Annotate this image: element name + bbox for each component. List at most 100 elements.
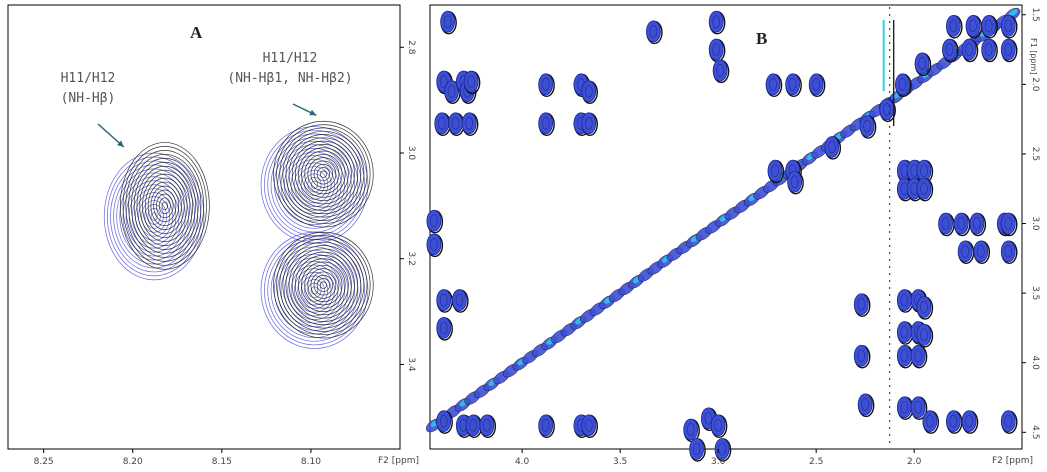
cross-peak [853,344,869,367]
cross-peak [916,296,932,318]
contour-peak-3-ring [319,170,327,178]
cross-peak-inner-ring [584,419,593,432]
cross-peak [910,344,926,367]
annotation-0-arrow-head [117,140,124,147]
cross-peak [942,38,957,61]
contour-peak-3-ring [279,127,368,221]
cross-peak [1000,410,1016,433]
cross-peak [961,410,977,433]
cross-peak [538,414,554,437]
cross-peak-inner-ring [812,78,820,91]
annotation-1-arrow-head [309,109,317,116]
cross-peak [646,20,661,43]
cross-peak-inner-ring [857,297,866,311]
cross-peak [857,393,873,416]
cross-peak [448,112,463,135]
cross-peak [910,396,926,419]
contour-peak-3-ring [304,153,343,195]
cross-peak-inner-ring [926,414,934,428]
cross-peak-inner-ring [920,164,928,177]
contour-peak-1-ring [150,185,180,227]
cross-peak-inner-ring [900,293,909,307]
cross-peak-inner-ring [447,84,456,98]
contour-peak-1-ring [144,177,185,234]
diagonal-highlight [1008,9,1018,17]
cross-peak [708,10,724,33]
contour-peak-1-ring [128,153,202,258]
annotation-0-line-1: (NH-Hβ) [61,91,116,106]
cross-peak [896,289,912,311]
y-tick-label: 2.8 [406,40,416,55]
cross-peak-inner-ring [861,398,869,411]
contour-peak-5-ring [276,235,371,336]
cross-peak-inner-ring [541,78,550,91]
cross-peak-inner-ring [828,140,836,154]
contour-peak-5-ring [319,281,327,289]
y-tick-label: 2.0 [1030,77,1040,92]
contour-peak-2-ring [294,162,335,207]
contour-peak-5-ring [282,241,365,329]
contour-peak-5-ring [307,268,340,303]
cross-peak-inner-ring [541,419,550,432]
cross-peak [765,73,781,96]
cross-peak [965,14,981,37]
contour-peak-5-ring [285,245,362,326]
cross-peak-inner-ring [900,325,909,339]
cross-peak [436,289,452,311]
y-tick-label: 3.4 [406,357,416,372]
contour-peak-0-ring [103,152,205,281]
x-tick-label: 8.15 [212,457,232,467]
cross-peak-inner-ring [541,117,550,130]
cross-peak-inner-ring [714,419,722,432]
cross-peak [824,136,840,158]
contour-peak-5-ring [279,238,368,332]
cross-peak-inner-ring [984,43,993,56]
cross-peak [712,59,728,82]
contour-peak-1-ring [122,146,207,266]
cross-peak-inner-ring [771,164,779,177]
cross-peak-inner-ring [969,19,977,33]
cross-peak [767,159,783,182]
cross-peak [879,98,895,121]
cross-peak-inner-ring [439,321,448,335]
cross-peak-inner-ring [920,328,928,342]
contour-peak-5-ring [294,255,352,316]
cross-peak [426,209,442,232]
x-tick-label: 2.0 [907,457,922,467]
cross-peak [895,73,910,96]
cross-peak-inner-ring [900,349,909,363]
contour-peak-4-ring [304,279,325,302]
cross-peak [981,38,997,61]
contour-peak-1-ring [131,157,199,254]
cross-peak-inner-ring [957,217,966,230]
contour-peak-2-ring [284,151,345,218]
cross-peak-inner-ring [945,43,954,56]
cross-peak-inner-ring [455,293,464,307]
panel-b-chart: 4.0 3.5 3.0 2.5 2.0 1.5 2.0 2.5 3.0 3.5 4.0 4.5 B … [425,0,1047,467]
cross-peak [916,323,932,346]
cross-peak-inner-ring [900,400,909,414]
cross-peak-inner-ring [584,117,593,130]
cross-peak [1000,240,1016,263]
cross-peak-inner-ring [712,15,720,29]
cross-peak-inner-ring [949,414,958,428]
cross-peak-inner-ring [984,19,993,33]
cross-peak-inner-ring [686,423,695,436]
contour-peak-3-ring [285,134,362,215]
contour-peak-5-ring [273,231,374,339]
cross-peak-inner-ring [716,64,724,77]
cross-peak-inner-ring [451,117,460,130]
cross-peak-inner-ring [465,117,474,130]
cross-peak-inner-ring [469,419,477,432]
cross-peak [436,410,452,433]
cross-peak-inner-ring [443,15,452,29]
cross-peak-inner-ring [692,442,701,456]
contour-peak-3-ring [316,167,330,182]
cross-peak-inner-ring [439,293,448,307]
cross-peak [479,414,495,437]
cross-peak [426,233,442,256]
contour-peak-0-ring [119,172,189,261]
cross-peak [1000,14,1016,37]
contour-peak-5-ring [310,271,337,299]
cross-peak [714,438,730,460]
